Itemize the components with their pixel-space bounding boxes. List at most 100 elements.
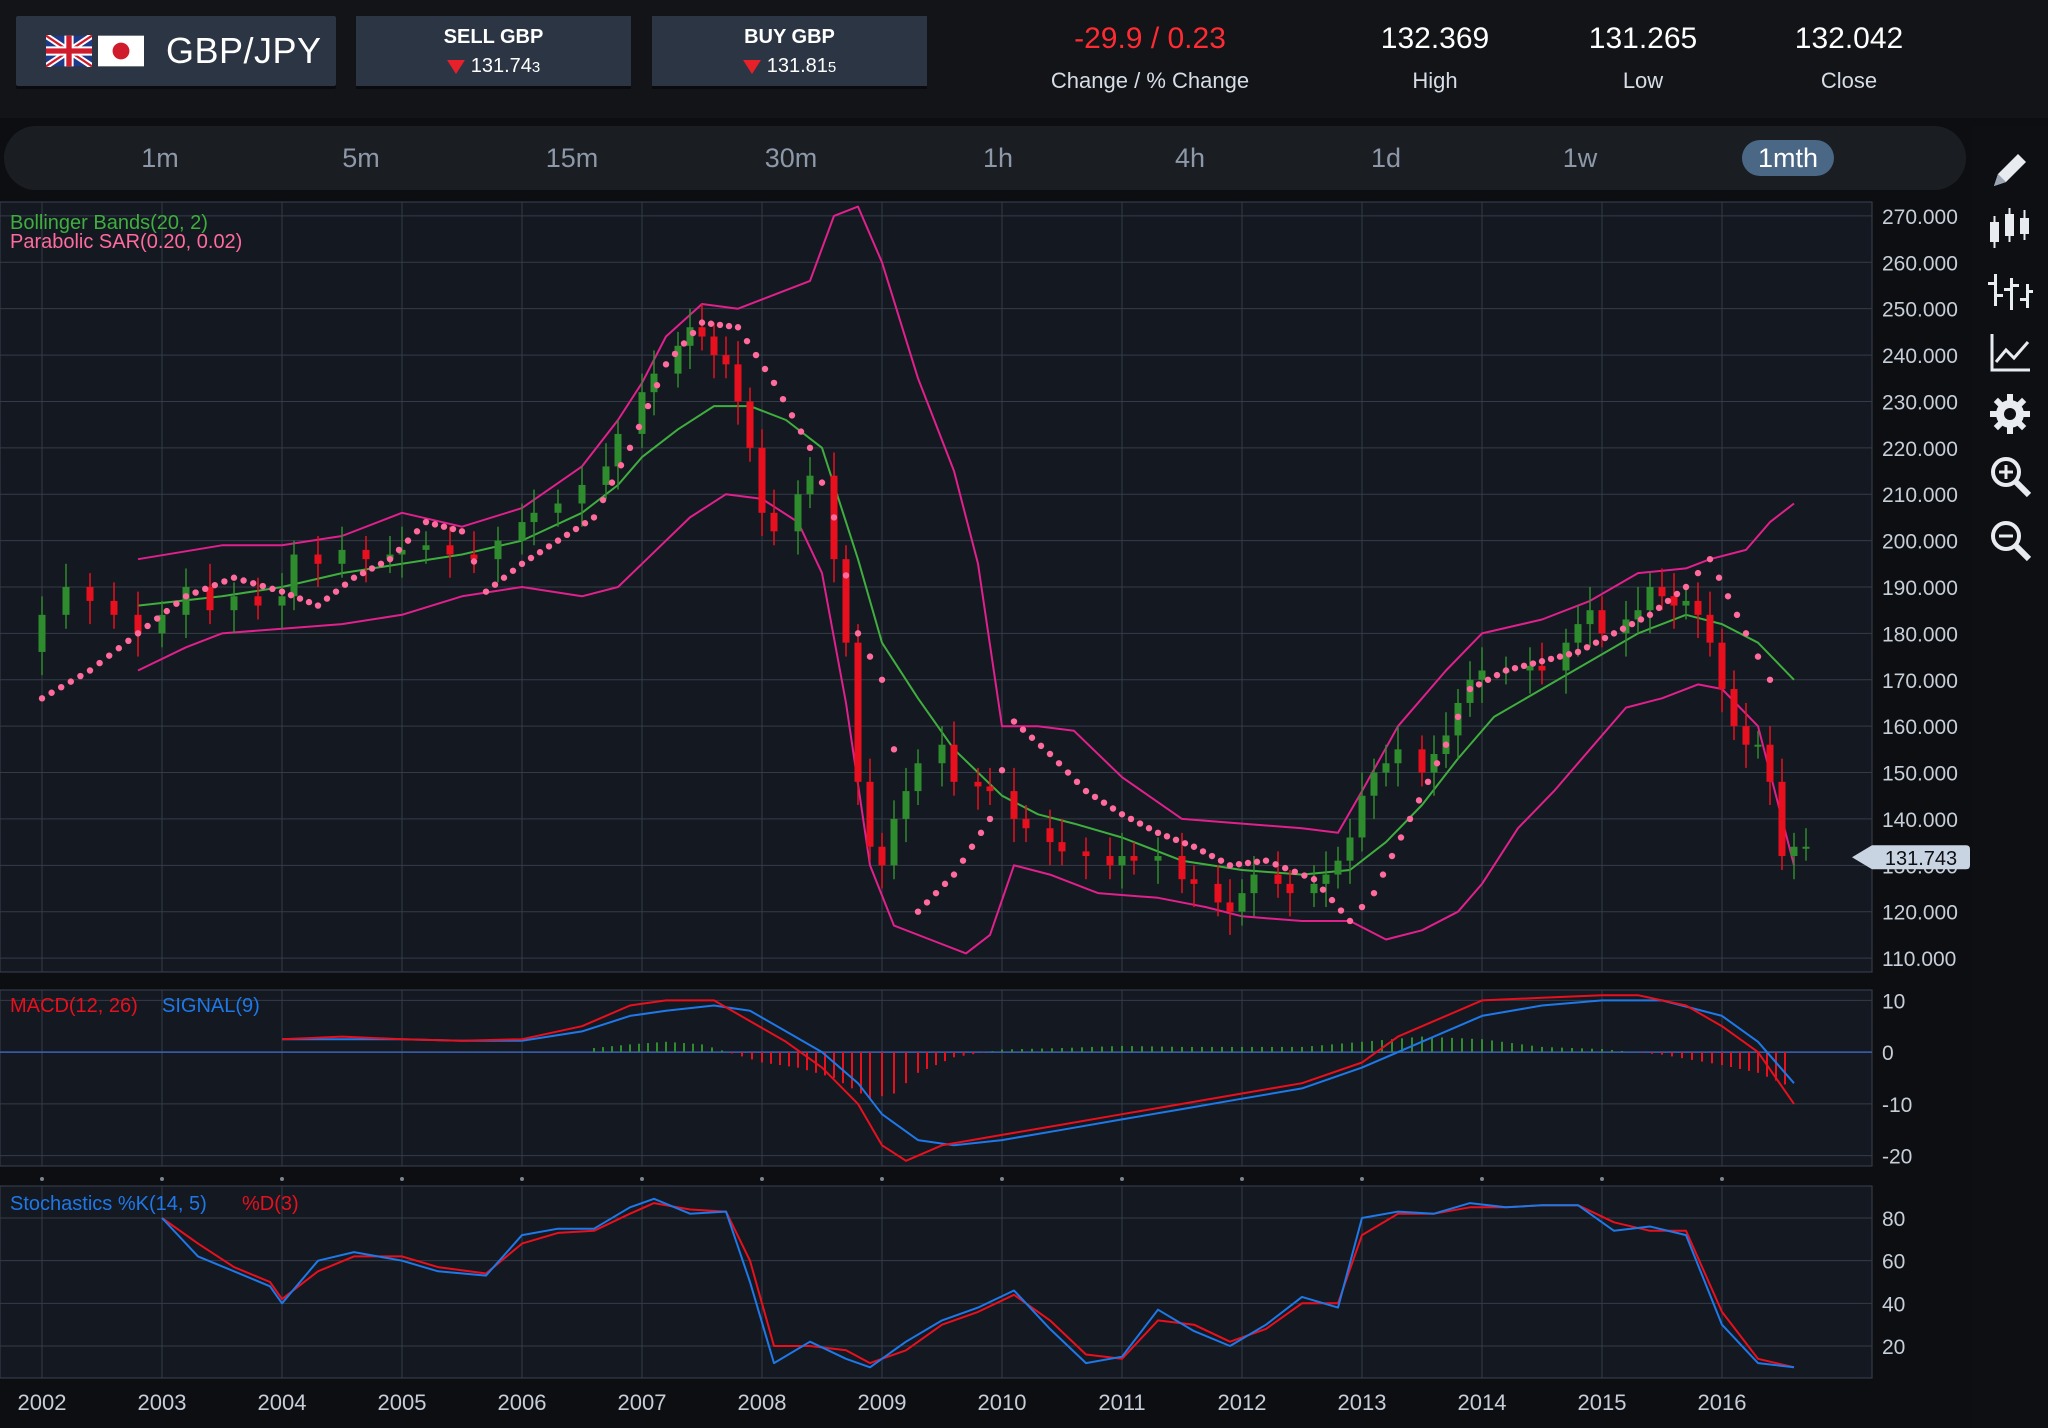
year-marker (1600, 1177, 1604, 1181)
sar-dot (278, 588, 286, 595)
sar-dot (818, 479, 826, 486)
sar-dot (1301, 872, 1308, 879)
currency-pair-selector[interactable]: GBP/JPY (16, 16, 336, 86)
sar-dot (626, 444, 634, 452)
timeframe-5m[interactable]: 5m (342, 143, 380, 173)
candle-body (1646, 587, 1654, 611)
sar-dot (923, 899, 931, 906)
candle-body (290, 554, 298, 597)
current-price-tag (1852, 845, 1970, 870)
y-tick-label: 160.000 (1882, 716, 1958, 739)
sar-dot (1628, 620, 1636, 628)
candle-body (1718, 642, 1726, 690)
line-chart-icon[interactable] (1986, 328, 2034, 376)
y-tick-label: 230.000 (1882, 391, 1958, 414)
sar-dot (779, 395, 787, 403)
timeframe-1m[interactable]: 1m (141, 143, 179, 173)
year-marker (520, 1177, 524, 1181)
sar-dot (1291, 868, 1299, 876)
sar-dot (1019, 726, 1027, 733)
y-tick-label: 210.000 (1882, 484, 1958, 507)
tool-sidebar (1972, 126, 2048, 1428)
price-chart[interactable]: 2002 2003 2004 2005 2006 2007 2008 2009 2010 2011… (0, 196, 1972, 1428)
sar-dot (1664, 597, 1672, 605)
sar-dot (440, 523, 448, 530)
sar-dot (1433, 760, 1441, 767)
sar-dot (134, 630, 142, 637)
candle-body (698, 327, 706, 337)
sar-dot (1181, 840, 1189, 847)
sar-dot (590, 514, 598, 521)
sar-dot (1574, 648, 1582, 656)
candle-body (1238, 893, 1246, 912)
timeframe-1d[interactable]: 1d (1370, 143, 1402, 173)
sell-button[interactable]: SELL GBP 131.743 (356, 16, 631, 86)
sar-dot (58, 683, 65, 691)
x-tick-label: 2004 (258, 1390, 307, 1415)
close-value: 132.042 (1794, 22, 1904, 55)
year-marker (880, 1177, 884, 1181)
buy-label: BUY GBP (744, 26, 835, 48)
sar-dot (1328, 896, 1336, 904)
candle-body (1130, 856, 1138, 861)
change-stat: -29.9 / 0.23 Change / % Change (1030, 22, 1270, 94)
candlestick-icon[interactable] (1986, 204, 2034, 252)
candle-body (158, 614, 166, 634)
timeframe-1mth[interactable]: 1mth (1741, 140, 1835, 176)
timeframe-1h[interactable]: 1h (982, 143, 1014, 173)
candle-body (986, 786, 994, 792)
sar-dot (977, 829, 985, 837)
sar-dot (536, 549, 544, 556)
sar-dot (67, 678, 75, 685)
gear-icon[interactable] (1986, 390, 2034, 438)
buy-button[interactable]: BUY GBP 131.815 (652, 16, 927, 86)
sar-dot (806, 444, 814, 452)
zoom-in-icon[interactable] (1986, 452, 2034, 500)
year-marker (1480, 1177, 1484, 1181)
pencil-icon[interactable] (1986, 146, 2034, 194)
sar-dot (1466, 685, 1474, 693)
candle-body (1358, 795, 1366, 838)
sar-dot (527, 554, 535, 562)
candle-body (362, 549, 370, 560)
sar-dot (1454, 713, 1462, 721)
candle-body (494, 540, 502, 560)
candle-body (1346, 837, 1354, 861)
timeframe-30m[interactable]: 30m (764, 143, 818, 173)
ohlc-bars-icon[interactable] (1986, 268, 2034, 316)
timeframe-15m[interactable]: 15m (545, 143, 599, 173)
timeframe-1w[interactable]: 1w (1562, 143, 1598, 173)
year-marker (40, 1177, 44, 1181)
macd-line (281, 994, 1795, 1162)
year-marker (1720, 1177, 1724, 1181)
sar-dot (698, 319, 706, 326)
sar-dot (1706, 555, 1714, 563)
sar-dot (173, 600, 180, 607)
timeframe-4h[interactable]: 4h (1174, 143, 1206, 173)
sar-dot (1370, 889, 1378, 897)
candle-body (1010, 791, 1018, 819)
candle-body (1598, 610, 1606, 634)
candle-body (1046, 828, 1054, 843)
candle-body (1022, 818, 1030, 829)
x-tick-label: 2013 (1338, 1390, 1387, 1415)
zoom-out-icon[interactable] (1986, 516, 2034, 564)
sar-dot (1592, 639, 1600, 646)
sar-dot (1055, 760, 1063, 767)
x-tick-label: 2010 (978, 1390, 1027, 1415)
sar-dot (1319, 886, 1327, 893)
sar-dot (1583, 644, 1591, 651)
candle-body (1370, 772, 1378, 796)
candle-body (806, 475, 814, 495)
sar-dot (314, 602, 322, 609)
candle-body (422, 545, 430, 550)
sar-dot (458, 528, 466, 535)
sar-dot (854, 630, 862, 637)
sar-dot (1073, 778, 1081, 786)
x-tick-label: 2011 (1098, 1390, 1145, 1415)
sar-dot (1010, 718, 1018, 725)
sar-dot (1172, 836, 1180, 844)
candle-body (1310, 883, 1318, 894)
sar-dot (1199, 848, 1207, 855)
sar-dot (1547, 655, 1555, 663)
